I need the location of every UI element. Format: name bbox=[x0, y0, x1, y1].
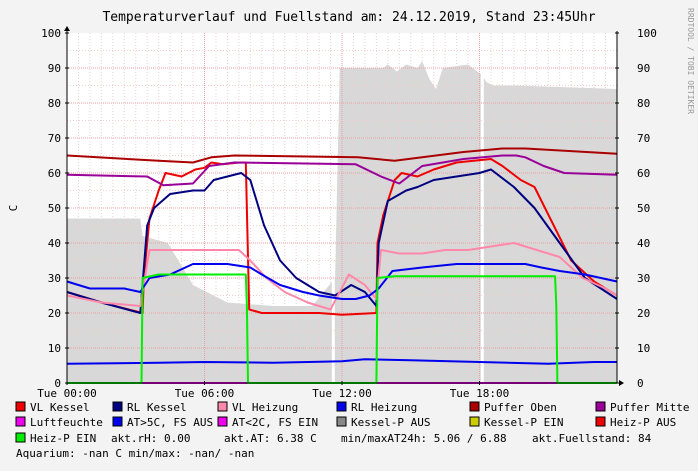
y-tick-label: 10 bbox=[48, 342, 61, 355]
legend-label: Kessel-P EIN bbox=[484, 416, 563, 429]
legend-swatch bbox=[15, 432, 26, 443]
x-tick-label: Tue 12:00 bbox=[312, 387, 372, 400]
y-tick-label-right: 10 bbox=[637, 342, 650, 355]
legend-swatch bbox=[595, 401, 606, 412]
y-tick-label: 90 bbox=[48, 62, 61, 75]
status-minmax: min/maxAT24h: 5.06 / 6.88 bbox=[341, 432, 507, 445]
grid bbox=[67, 33, 617, 383]
legend-label: VL Heizung bbox=[232, 401, 298, 414]
y-tick-label: 20 bbox=[48, 307, 61, 320]
legend-label: AT>5C, FS AUS bbox=[127, 416, 213, 429]
x-axis-arrow bbox=[619, 380, 624, 386]
series-line-puffer-oben bbox=[66, 147, 618, 164]
status-fuellstand: akt.Fuellstand: 84 bbox=[532, 432, 652, 445]
legend-label: Heiz-P AUS bbox=[610, 416, 676, 429]
legend-label: Heiz-P EIN bbox=[30, 432, 96, 445]
y-tick-label: 50 bbox=[48, 202, 61, 215]
series-line-rl-heizung bbox=[66, 263, 618, 300]
x-tick-label: Tue 18:00 bbox=[450, 387, 510, 400]
legend-swatch bbox=[217, 401, 228, 412]
y-tick-label: 40 bbox=[48, 237, 61, 250]
status-rh: akt.rH: 0.00 bbox=[111, 432, 190, 445]
series-line-rl-kessel bbox=[66, 168, 618, 314]
x-tick-label: Tue 06:00 bbox=[175, 387, 235, 400]
y-tick-label: 30 bbox=[48, 272, 61, 285]
legend-swatch bbox=[469, 416, 480, 427]
y-tick-label: 100 bbox=[41, 27, 61, 40]
y-tick-label-right: 20 bbox=[637, 307, 650, 320]
x-tick-label: Tue 00:00 bbox=[37, 387, 97, 400]
legend-label: VL Kessel bbox=[30, 401, 90, 414]
legend-label: RL Heizung bbox=[351, 401, 417, 414]
status-aquarium: Aquarium: -nan C min/max: -nan/ -nan bbox=[16, 447, 254, 460]
legend-label: Puffer Mitte bbox=[610, 401, 689, 414]
legend-swatch bbox=[336, 401, 347, 412]
y-tick-label-right: 40 bbox=[637, 237, 650, 250]
data-gap bbox=[480, 33, 484, 383]
legend-swatch bbox=[595, 416, 606, 427]
legend: VL Kessel RL Kessel VL Heizung RL Heizung Pu… bbox=[15, 401, 689, 445]
legend-swatch bbox=[112, 416, 123, 427]
legend-swatch bbox=[336, 416, 347, 427]
y-axis-arrow bbox=[64, 26, 70, 31]
legend-label: Puffer Oben bbox=[484, 401, 557, 414]
y-tick-label-right: 50 bbox=[637, 202, 650, 215]
y-tick-label: 0 bbox=[54, 377, 61, 390]
legend-swatch bbox=[15, 416, 26, 427]
y-tick-label-right: 0 bbox=[637, 377, 644, 390]
series-line-at-5c-fs-aus bbox=[66, 358, 617, 365]
series-line-puffer-mitte bbox=[66, 154, 618, 187]
series-line-vl-heizung bbox=[66, 242, 618, 311]
legend-swatch bbox=[15, 401, 26, 412]
legend-swatch bbox=[112, 401, 123, 412]
y-tick-label: 60 bbox=[48, 167, 61, 180]
series-lines bbox=[66, 147, 618, 384]
y-axis-label: C bbox=[7, 205, 20, 212]
axes: 0 0 10 10 20 20 30 30 40 40 50 50 60 60 70 70 80 80 90 90 10… bbox=[37, 26, 657, 400]
y-tick-label: 70 bbox=[48, 132, 61, 145]
y-tick-label-right: 90 bbox=[637, 62, 650, 75]
chart-title: Temperaturverlauf und Fuellstand am: 24.… bbox=[102, 10, 595, 25]
legend-label: AT<2C, FS EIN bbox=[232, 416, 318, 429]
legend-label: RL Kessel bbox=[127, 401, 187, 414]
legend-swatch bbox=[217, 416, 228, 427]
legend-label: Kessel-P AUS bbox=[351, 416, 430, 429]
legend-label: Luftfeuchte bbox=[30, 416, 103, 429]
rrdtool-watermark: RRDTOOL / TOBI OETIKER bbox=[686, 8, 695, 114]
y-tick-label-right: 80 bbox=[637, 97, 650, 110]
series-line-vl-kessel bbox=[66, 158, 618, 316]
y-tick-label: 80 bbox=[48, 97, 61, 110]
y-tick-label-right: 60 bbox=[637, 167, 650, 180]
legend-swatch bbox=[469, 401, 480, 412]
y-tick-label-right: 70 bbox=[637, 132, 650, 145]
status-at: akt.AT: 6.38 C bbox=[224, 432, 317, 445]
y-tick-label-right: 30 bbox=[637, 272, 650, 285]
y-tick-label-right: 100 bbox=[637, 27, 657, 40]
